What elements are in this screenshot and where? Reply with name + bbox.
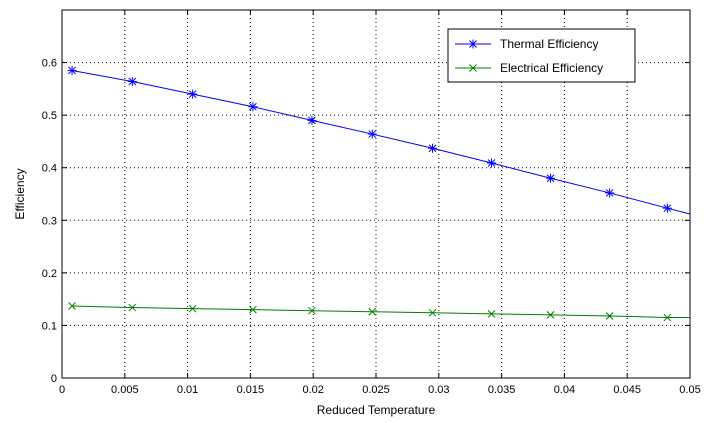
grid [62,10,690,378]
y-tick-label: 0.6 [42,58,57,70]
data-point [663,313,672,322]
data-point [605,188,615,198]
x-tick-label: 0.035 [488,384,516,396]
data-point [367,129,377,139]
y-tick-label: 0 [51,373,57,385]
data-point [428,308,437,317]
y-tick-label: 0.1 [42,320,57,332]
data-point [248,102,258,112]
series-electrical [68,302,690,322]
x-tick-label: 0.05 [679,384,700,396]
x-tick-label: 0 [59,384,65,396]
data-point [546,311,555,319]
series-line [72,305,690,319]
y-tick-label: 0.3 [42,215,57,227]
y-tick-label: 0.4 [42,163,57,175]
data-point [662,203,672,213]
data-point [605,312,614,320]
x-tick-label: 0.03 [428,384,449,396]
data-point [487,310,496,318]
legend-marker-glyph [468,39,478,49]
data-point [188,304,197,313]
data-point [249,305,257,314]
x-tick-label: 0.025 [362,384,390,396]
x-tick-label: 0.015 [237,384,265,396]
data-point [188,89,198,99]
series-line [71,69,691,215]
data-point [487,158,497,168]
data-point [368,307,377,316]
legend-box [447,28,636,83]
data-point [546,173,556,183]
legend-label-thermal: Thermal Efficiency [500,37,598,51]
data-point [308,306,316,315]
data-point [307,115,317,125]
legend-marker-thermal [468,39,478,49]
series-group [67,65,691,322]
data-point [68,302,76,310]
data-point [67,65,77,75]
x-tick-label: 0.005 [111,384,139,396]
series-thermal [67,65,691,215]
y-axis-label: Efficiency [13,168,27,219]
data-point [128,303,137,312]
legend-marker-glyph [469,64,477,72]
legend-marker-electrical [469,64,477,72]
y-tick-label: 0.2 [42,268,57,280]
x-tick-label: 0.04 [554,384,575,396]
y-tick-label: 0.5 [42,110,57,122]
legend-label-electrical: Electrical Efficiency [500,61,603,75]
legend: Thermal Efficiency Electrical Efficiency [447,28,636,83]
x-tick-label: 0.045 [613,384,641,396]
x-tick-label: 0.02 [302,384,323,396]
axis-ticks: 0 0.005 0.01 0.015 0.02 0.025 0.03 0.035 0.04 0.0… [42,10,701,396]
data-point [127,76,137,86]
data-point [428,143,438,153]
x-tick-label: 0.01 [177,384,198,396]
x-axis-label: Reduced Temperature [317,403,436,417]
